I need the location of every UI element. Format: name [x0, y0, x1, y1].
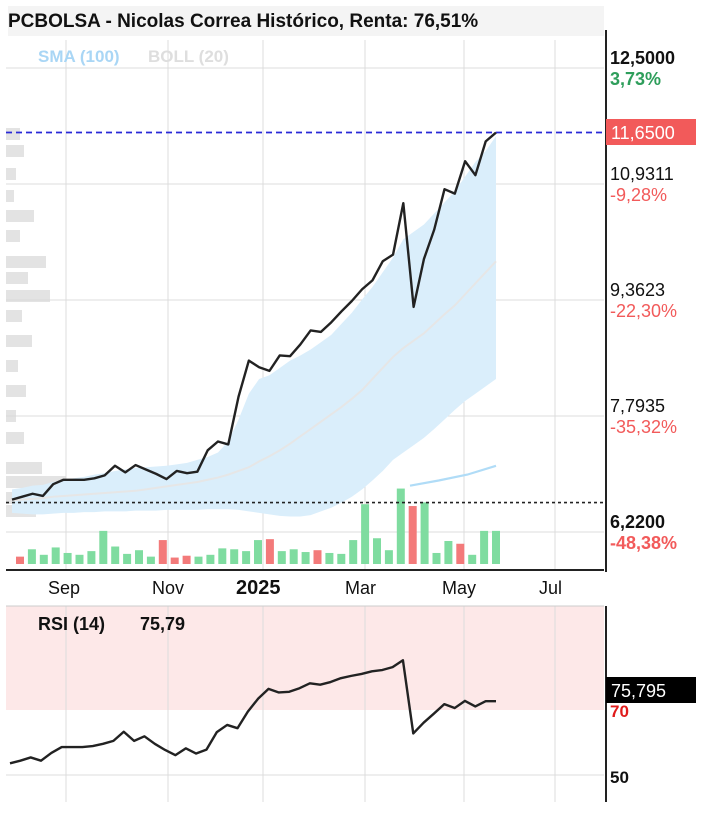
volume-bar-26 — [325, 552, 334, 564]
volume-bar-3 — [51, 547, 60, 564]
x-tick-2: 2025 — [236, 577, 281, 599]
volume-bar-4 — [63, 552, 72, 564]
volume-bar-24 — [301, 552, 310, 564]
volume-profile-bar-3 — [6, 190, 14, 202]
sma-100-line — [409, 464, 497, 487]
volume-bar-38 — [468, 554, 477, 564]
volume-bar-11 — [146, 556, 155, 564]
volume-bar-29 — [361, 504, 370, 564]
volume-bar-14 — [182, 555, 191, 564]
rsi-overbought-zone — [6, 606, 604, 710]
volume-profile-bar-15 — [6, 462, 42, 474]
volume-profile-bar-14 — [6, 432, 24, 444]
volume-bar-2 — [39, 554, 48, 564]
volume-bar-33 — [408, 506, 417, 564]
price-series-line — [11, 131, 497, 501]
volume-bar-40 — [492, 530, 500, 564]
y-tick-value-2: 9,3623 — [610, 280, 665, 300]
bollinger-middle-line — [11, 260, 497, 502]
volume-bar-34 — [420, 502, 429, 564]
volume-bar-37 — [456, 543, 465, 564]
volume-bar-18 — [230, 549, 239, 564]
volume-bar-35 — [432, 552, 441, 564]
volume-bars — [16, 488, 500, 564]
volume-bar-21 — [265, 539, 274, 564]
rsi-last-value-tag — [606, 677, 696, 703]
volume-bar-5 — [75, 554, 84, 564]
volume-bar-39 — [480, 530, 489, 564]
x-tick-5: Jul — [539, 578, 562, 598]
y-tick-value-1: 10,9311 — [610, 164, 674, 184]
volume-bar-15 — [194, 556, 203, 564]
rsi-tick-50: 50 — [610, 768, 629, 787]
volume-bar-0 — [16, 556, 24, 564]
y-tick-pct-4: -48,38% — [610, 533, 677, 553]
volume-bar-13 — [170, 557, 179, 564]
volume-profile-bar-8 — [6, 290, 50, 302]
volume-bar-27 — [337, 553, 346, 564]
rsi-series-line — [9, 659, 496, 765]
volume-bar-25 — [313, 550, 322, 564]
volume-profile-bar-13 — [6, 410, 16, 422]
volume-bar-22 — [277, 551, 286, 564]
volume-bar-17 — [218, 548, 227, 564]
y-tick-pct-2: -22,30% — [610, 301, 677, 321]
rsi-tick-70: 70 — [610, 702, 629, 721]
x-tick-labels: Sep Nov 2025 Mar May Jul — [48, 577, 562, 599]
volume-profile-bar-0 — [6, 128, 20, 140]
volume-profile-bar-12 — [6, 385, 26, 397]
volume-profile-bar-9 — [6, 310, 22, 322]
last-price-tag-label: 11,6500 — [611, 123, 675, 143]
volume-bar-30 — [373, 538, 381, 564]
volume-profile-bar-11 — [6, 360, 18, 372]
volume-profile-bar-7 — [6, 272, 28, 284]
x-tick-0: Sep — [48, 578, 80, 598]
volume-profile-bar-10 — [6, 335, 32, 347]
volume-profile-bar-5 — [6, 230, 20, 242]
rsi-title: RSI (14) — [38, 614, 105, 634]
bollinger-band-fill — [12, 136, 496, 517]
volume-profile-bar-1 — [6, 145, 24, 157]
volume-bar-9 — [123, 553, 132, 564]
y-tick-pct-0: 3,73% — [610, 69, 661, 89]
volume-bar-1 — [27, 549, 36, 564]
title-bar — [8, 6, 604, 36]
sma-indicator-label: SMA (100) — [38, 47, 120, 66]
volume-bar-7 — [99, 530, 108, 564]
y-tick-value-0: 12,5000 — [610, 48, 675, 68]
y-tick-pct-1: -9,28% — [610, 185, 667, 205]
volume-bar-32 — [396, 488, 405, 564]
volume-bar-6 — [87, 551, 96, 564]
volume-bar-8 — [111, 546, 120, 564]
volume-bar-28 — [349, 540, 358, 564]
volume-bar-19 — [242, 551, 251, 564]
x-tick-1: Nov — [152, 578, 184, 598]
x-tick-3: Mar — [345, 578, 376, 598]
volume-profile-bar-4 — [6, 210, 34, 222]
chart-title: PCBOLSA - Nicolas Correa Histórico, Rent… — [8, 11, 478, 32]
rsi-last-value-label: 75,795 — [611, 681, 666, 701]
volume-profile-bar-6 — [6, 256, 46, 268]
boll-indicator-label: BOLL (20) — [148, 47, 229, 66]
volume-bar-20 — [254, 540, 262, 564]
y-tick-pct-3: -35,32% — [610, 417, 677, 437]
volume-bar-10 — [135, 550, 143, 564]
y-tick-value-4: 6,2200 — [610, 512, 665, 532]
volume-bar-36 — [444, 541, 453, 564]
x-tick-4: May — [442, 578, 476, 598]
y-tick-value-3: 7,7935 — [610, 396, 665, 416]
volume-profile-bar-2 — [6, 168, 16, 180]
volume-bar-31 — [384, 550, 393, 564]
volume-bar-23 — [289, 549, 298, 564]
rsi-current-value: 75,79 — [140, 614, 185, 634]
volume-bar-16 — [206, 554, 215, 564]
volume-bar-12 — [158, 540, 167, 564]
last-price-tag — [606, 119, 696, 145]
